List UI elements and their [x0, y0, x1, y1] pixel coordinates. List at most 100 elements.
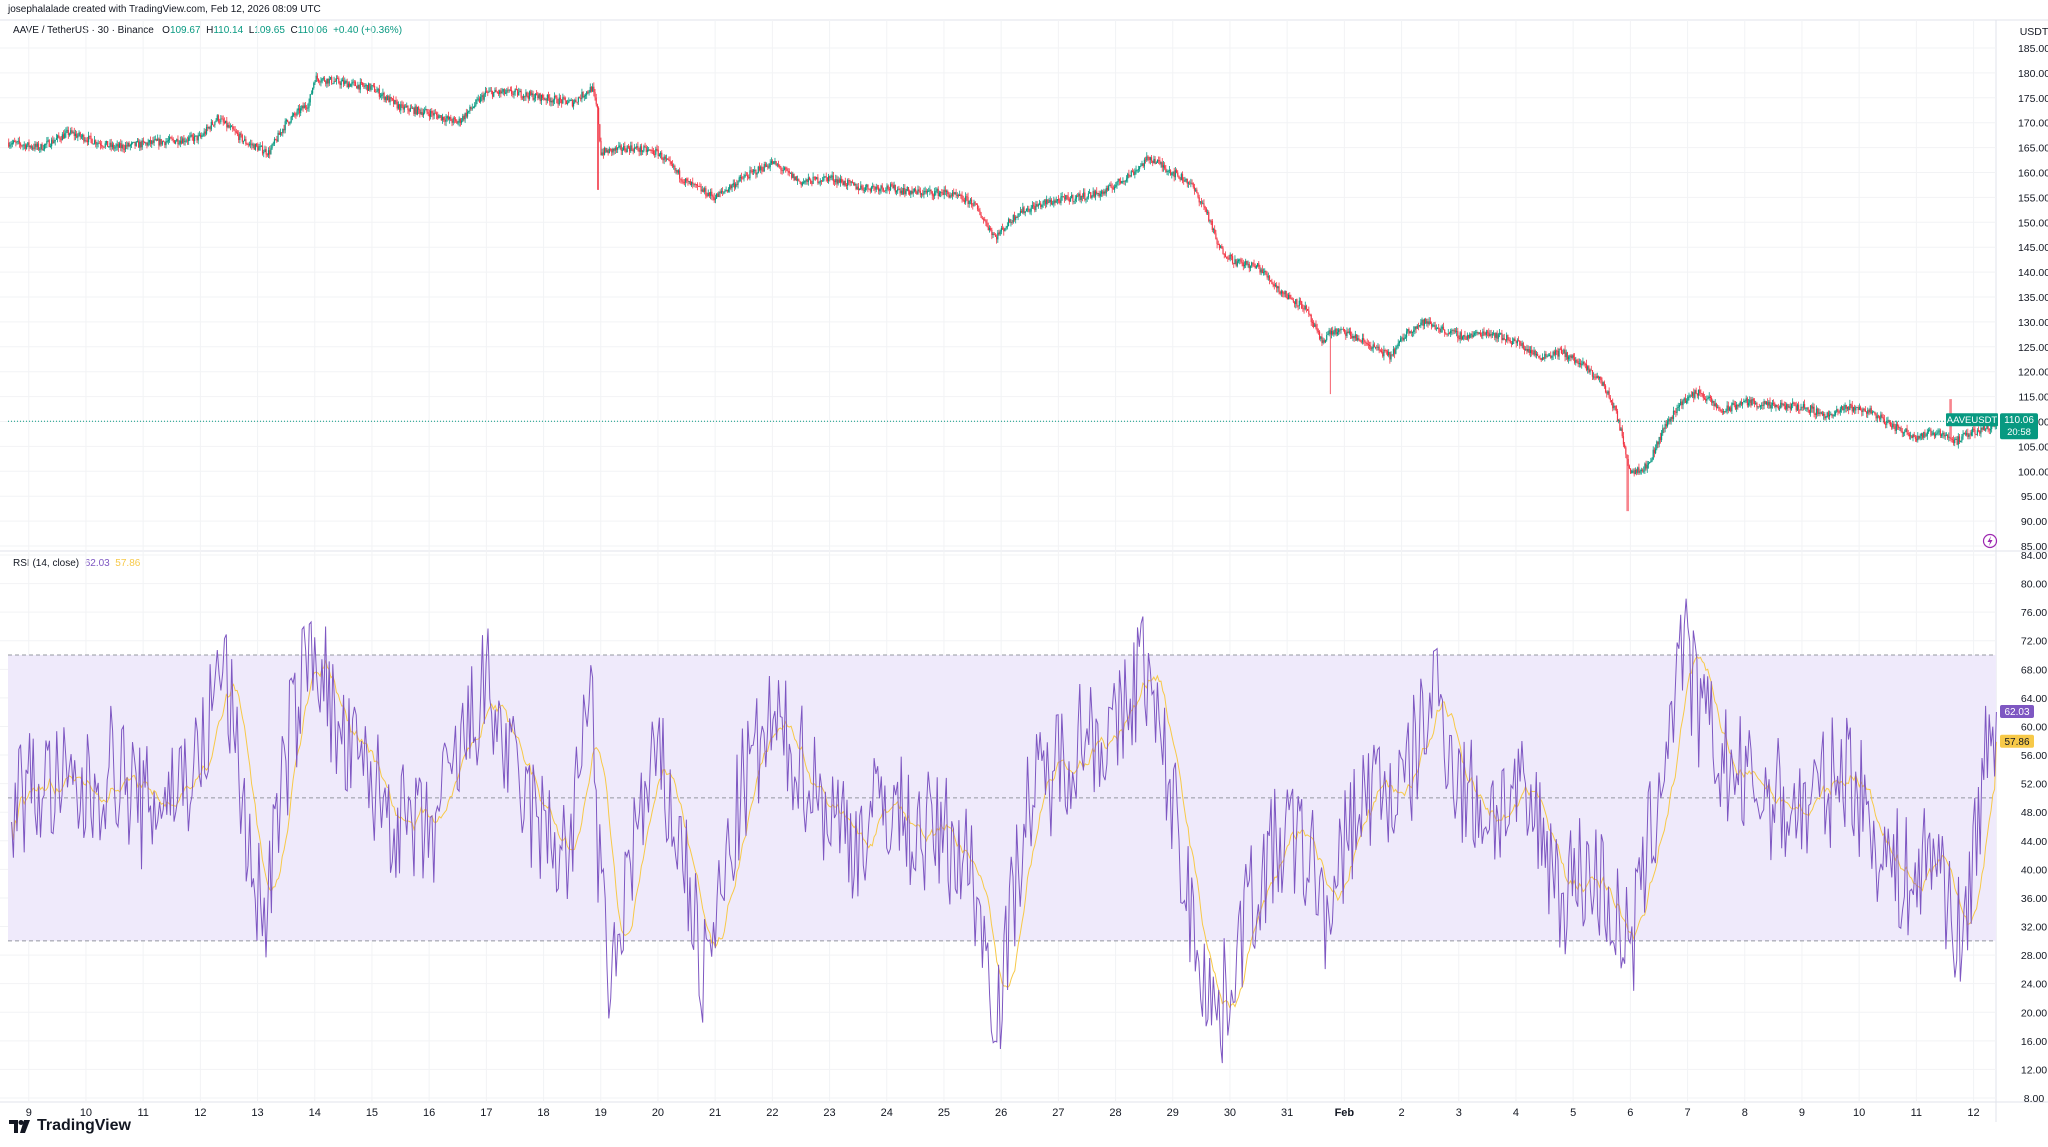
- candle-body: [505, 92, 507, 94]
- candle-body: [931, 191, 933, 196]
- candle-body: [254, 143, 257, 150]
- candle-body: [932, 195, 935, 197]
- candle-body: [1227, 257, 1229, 259]
- candle-body: [348, 83, 351, 87]
- candle-body: [1666, 421, 1669, 427]
- candle-body: [818, 182, 820, 184]
- candle-body: [704, 188, 706, 192]
- candle-body: [550, 100, 552, 103]
- candle-body: [1018, 213, 1020, 215]
- candle-body: [138, 141, 140, 148]
- candle-body: [275, 139, 277, 140]
- candle-body: [643, 146, 645, 151]
- candle-body: [421, 112, 423, 116]
- candle-body: [923, 191, 925, 195]
- candle-body: [1517, 340, 1520, 342]
- candle-body: [1240, 259, 1242, 263]
- candle-body: [285, 119, 287, 122]
- candle-body: [1152, 160, 1154, 164]
- candle-body: [227, 125, 229, 128]
- candle-body: [1254, 265, 1256, 269]
- candle-body: [337, 78, 339, 80]
- candle-body: [1305, 305, 1308, 309]
- candle-body: [1596, 375, 1598, 379]
- candle-body: [1889, 422, 1891, 427]
- candle-body: [602, 152, 604, 155]
- candle-body: [867, 184, 869, 189]
- symbol-title[interactable]: AAVE / TetherUS · 30 · Binance: [13, 25, 154, 36]
- candle-body: [1708, 396, 1710, 399]
- candle-body: [1550, 355, 1552, 358]
- candle-body: [437, 115, 439, 119]
- candle-body: [265, 149, 267, 155]
- candle-body: [1569, 355, 1571, 357]
- candle-body: [820, 180, 823, 182]
- candle-body: [1465, 339, 1467, 340]
- candle-body: [153, 139, 155, 143]
- candle-body: [35, 143, 37, 147]
- candle-body: [1048, 202, 1050, 203]
- candle-body: [1849, 404, 1851, 410]
- candle-body: [1607, 391, 1609, 394]
- candle-body: [1315, 324, 1317, 329]
- candle-body: [269, 150, 271, 155]
- price-tick-label: 160.00: [2018, 168, 2048, 180]
- candle-body: [1105, 187, 1107, 194]
- candle-body: [413, 108, 415, 114]
- candle-body: [583, 96, 585, 98]
- candle-body: [661, 152, 663, 160]
- candle-body: [880, 185, 882, 190]
- candle-body: [1851, 405, 1853, 412]
- candle-body: [1341, 328, 1343, 330]
- candle-body: [598, 107, 600, 125]
- candle-body: [802, 182, 805, 184]
- candle-body: [1812, 406, 1814, 409]
- candle-body: [719, 192, 721, 194]
- candle-body: [984, 219, 986, 221]
- candle-body: [640, 146, 643, 152]
- price-legend: AAVE / TetherUS · 30 · Binance O109.67 H…: [13, 25, 402, 36]
- candle-body: [294, 113, 296, 115]
- x-tick-label: 10: [80, 1107, 92, 1119]
- candle-body: [1112, 188, 1115, 190]
- candle-body: [1231, 256, 1234, 264]
- candle-body: [1352, 336, 1354, 339]
- candle-body: [582, 92, 584, 98]
- candle-body: [1158, 159, 1160, 161]
- candle-body: [1650, 461, 1652, 463]
- candle-body: [792, 174, 794, 178]
- candle-body: [429, 111, 432, 117]
- candle-body: [910, 190, 912, 195]
- candle-body: [1133, 171, 1135, 175]
- rsi-title[interactable]: RSI (14, close): [13, 558, 80, 569]
- candle-body: [667, 158, 669, 160]
- candle-body: [122, 144, 124, 149]
- candle-body: [176, 139, 178, 142]
- candle-body: [860, 185, 862, 190]
- candle-body: [1220, 246, 1222, 249]
- candle-body: [568, 100, 570, 103]
- candle-body: [1236, 261, 1238, 266]
- candle-body: [1094, 191, 1097, 197]
- candle-body: [546, 94, 548, 101]
- candle-body: [408, 110, 410, 112]
- candle-body: [1736, 404, 1738, 410]
- candle-body: [1195, 189, 1197, 191]
- candle-body: [273, 139, 276, 144]
- candle-body: [1951, 439, 1953, 440]
- candle-body: [1391, 354, 1393, 356]
- symbol-tag-label: AAVEUSDT: [1947, 415, 1998, 426]
- candle-body: [26, 145, 28, 149]
- candle-body: [339, 82, 341, 86]
- candle-body: [999, 231, 1001, 235]
- candle-body: [1855, 407, 1857, 411]
- candle-body: [987, 226, 989, 231]
- candle-body: [351, 82, 353, 84]
- candle-body: [615, 147, 618, 150]
- tradingview-logo[interactable]: TradingView: [9, 1117, 131, 1135]
- candle-body: [121, 144, 123, 149]
- candle-body: [1336, 332, 1339, 335]
- candle-body: [230, 126, 233, 128]
- candle-body: [513, 92, 515, 95]
